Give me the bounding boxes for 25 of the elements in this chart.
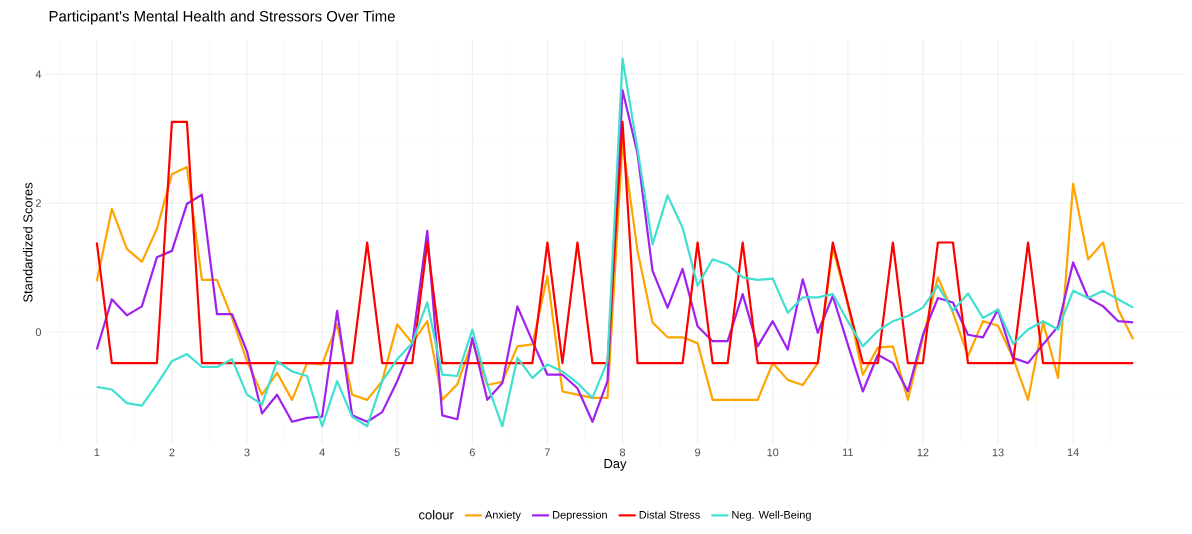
legend-label: Distal Stress xyxy=(639,510,700,519)
x-tick-label: 3 xyxy=(244,448,250,457)
x-tick-label: 9 xyxy=(695,448,701,457)
legend-label: Neg. Well-Being xyxy=(732,510,811,521)
y-tick-label: 0 xyxy=(35,328,42,337)
x-tick-label: 7 xyxy=(544,448,550,457)
x-tick-label: 12 xyxy=(917,448,929,457)
x-axis-title: Day xyxy=(604,459,627,471)
x-tick-label: 10 xyxy=(767,448,779,457)
x-tick-label: 4 xyxy=(319,448,325,457)
y-tick-label: 4 xyxy=(35,70,42,78)
legend-label: Depression xyxy=(553,510,607,521)
x-tick-label: 2 xyxy=(169,448,175,457)
x-tick-label: 5 xyxy=(394,448,400,457)
x-tick-label: 14 xyxy=(1067,448,1079,457)
x-tick-label: 1 xyxy=(94,448,100,457)
x-tick-label: 8 xyxy=(619,448,626,457)
x-tick-label: 13 xyxy=(992,448,1004,457)
legend-label: Anxiety xyxy=(485,510,521,521)
y-axis-title: Standardized Scores xyxy=(23,182,33,303)
x-tick-label: 11 xyxy=(842,448,853,457)
legend-title: colour xyxy=(419,509,454,520)
x-tick-label: 6 xyxy=(469,448,475,457)
chart-title: Participant's Mental Health and Stressors Over Time xyxy=(49,10,395,25)
y-tick-label: 2 xyxy=(35,199,41,207)
